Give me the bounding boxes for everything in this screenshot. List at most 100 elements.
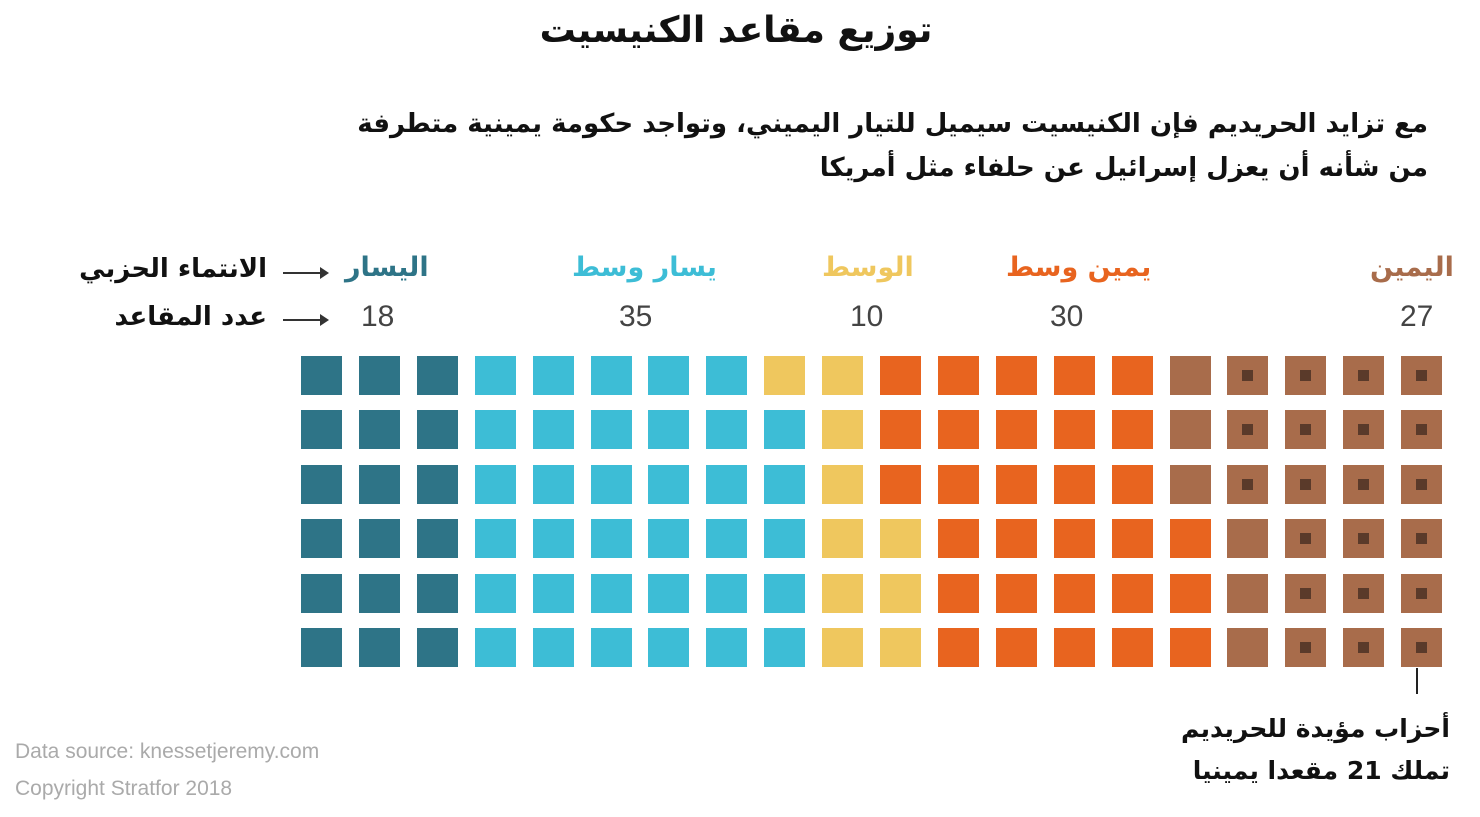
seat-cell bbox=[706, 519, 748, 559]
seat-cell bbox=[1343, 356, 1385, 395]
seat-cell bbox=[764, 464, 806, 504]
seat-cell bbox=[590, 519, 632, 559]
callout-line bbox=[1416, 668, 1418, 694]
haredi-marker bbox=[1242, 370, 1254, 381]
seat-cell bbox=[648, 464, 690, 504]
seat-cell bbox=[474, 628, 516, 667]
seat-cell bbox=[1111, 628, 1153, 667]
seat-cell bbox=[995, 356, 1037, 395]
seat-cell bbox=[358, 573, 400, 613]
seat-cell bbox=[764, 519, 806, 559]
seat-cell bbox=[1227, 628, 1269, 667]
seat-cell bbox=[995, 464, 1037, 504]
party-name-center-left: يسار وسط bbox=[572, 252, 717, 283]
seat-cell bbox=[416, 410, 458, 450]
seat-cell bbox=[1169, 628, 1211, 667]
seat-cell bbox=[1227, 410, 1269, 450]
seat-cell bbox=[474, 519, 516, 559]
seat-cell bbox=[1111, 519, 1153, 559]
seat-cell bbox=[1343, 519, 1385, 559]
subtitle-line-2: من شأنه أن يعزل إسرائيل عن حلفاء مثل أمر… bbox=[819, 153, 1428, 183]
haredi-note-line-1: أحزاب مؤيدة للحريديم bbox=[1181, 714, 1450, 743]
party-name-center: الوسط bbox=[822, 252, 914, 283]
seat-cell bbox=[532, 410, 574, 450]
haredi-marker bbox=[1300, 370, 1312, 381]
seat-cell bbox=[1285, 356, 1327, 395]
data-source: Data source: knessetjeremy.com bbox=[15, 740, 320, 763]
seat-cell bbox=[532, 519, 574, 559]
haredi-marker bbox=[1358, 424, 1370, 436]
seat-cell bbox=[590, 410, 632, 450]
seats-row-label: عدد المقاعد bbox=[114, 302, 267, 332]
party-name-right: اليمين bbox=[1370, 252, 1454, 283]
seat-cell bbox=[1169, 464, 1211, 504]
seat-cell bbox=[880, 573, 921, 613]
seat-cell bbox=[1227, 356, 1269, 395]
seat-cell bbox=[1401, 573, 1443, 613]
seat-cell bbox=[822, 464, 864, 504]
seat-cell bbox=[1053, 573, 1095, 613]
seat-cell bbox=[301, 573, 342, 613]
seat-cell bbox=[822, 573, 864, 613]
seat-cell bbox=[880, 356, 921, 395]
haredi-marker bbox=[1300, 478, 1312, 490]
seat-cell bbox=[937, 410, 979, 450]
seat-cell bbox=[1053, 628, 1095, 667]
seat-cell bbox=[995, 519, 1037, 559]
party-name-left: اليسار bbox=[345, 252, 429, 283]
seat-cell bbox=[1111, 410, 1153, 450]
haredi-note-line-2: تملك 21 مقعدا يمينيا bbox=[1192, 756, 1450, 785]
seat-cell bbox=[1285, 410, 1327, 450]
seat-cell bbox=[764, 410, 806, 450]
seat-cell bbox=[590, 356, 632, 395]
haredi-marker bbox=[1300, 642, 1312, 653]
copyright: Copyright Stratfor 2018 bbox=[15, 777, 233, 800]
seat-count-center-right: 30 bbox=[1050, 300, 1084, 333]
seat-cell bbox=[822, 356, 864, 395]
seat-cell bbox=[937, 573, 979, 613]
seat-cell bbox=[937, 464, 979, 504]
seat-cell bbox=[1053, 410, 1095, 450]
haredi-marker bbox=[1300, 533, 1312, 545]
seat-cell bbox=[1343, 628, 1385, 667]
seat-cell bbox=[474, 573, 516, 613]
seat-cell bbox=[764, 573, 806, 613]
seat-cell bbox=[995, 573, 1037, 613]
seat-cell bbox=[764, 356, 806, 395]
seat-cell bbox=[1169, 356, 1211, 395]
seat-cell bbox=[532, 628, 574, 667]
seat-cell bbox=[1053, 464, 1095, 504]
seat-cell bbox=[416, 628, 458, 667]
affiliation-arrow-icon bbox=[283, 267, 329, 279]
haredi-marker bbox=[1300, 587, 1312, 599]
seat-cell bbox=[1169, 573, 1211, 613]
seat-cell bbox=[706, 410, 748, 450]
seat-cell bbox=[1053, 519, 1095, 559]
seat-cell bbox=[590, 628, 632, 667]
seat-cell bbox=[474, 464, 516, 504]
seat-cell bbox=[301, 464, 342, 504]
haredi-marker bbox=[1242, 424, 1254, 436]
haredi-marker bbox=[1416, 533, 1428, 545]
seat-cell bbox=[937, 628, 979, 667]
seat-cell bbox=[1401, 519, 1443, 559]
seat-cell bbox=[1285, 519, 1327, 559]
haredi-marker bbox=[1358, 533, 1370, 545]
seat-cell bbox=[358, 410, 400, 450]
haredi-marker bbox=[1358, 587, 1370, 599]
seat-cell bbox=[648, 519, 690, 559]
seat-cell bbox=[937, 356, 979, 395]
haredi-note: أحزاب مؤيدة للحريديم تملك 21 مقعدا يميني… bbox=[1181, 708, 1450, 792]
seat-cell bbox=[301, 410, 342, 450]
seat-cell bbox=[532, 573, 574, 613]
seat-cell bbox=[1401, 410, 1443, 450]
seat-cell bbox=[1285, 628, 1327, 667]
seat-cell bbox=[822, 519, 864, 559]
seat-cell bbox=[706, 464, 748, 504]
seat-cell bbox=[1111, 573, 1153, 613]
affiliation-row-label: الانتماء الحزبي bbox=[79, 254, 267, 284]
haredi-marker bbox=[1300, 424, 1312, 436]
seat-cell bbox=[1111, 356, 1153, 395]
seat-cell bbox=[1169, 410, 1211, 450]
seat-cell bbox=[648, 410, 690, 450]
